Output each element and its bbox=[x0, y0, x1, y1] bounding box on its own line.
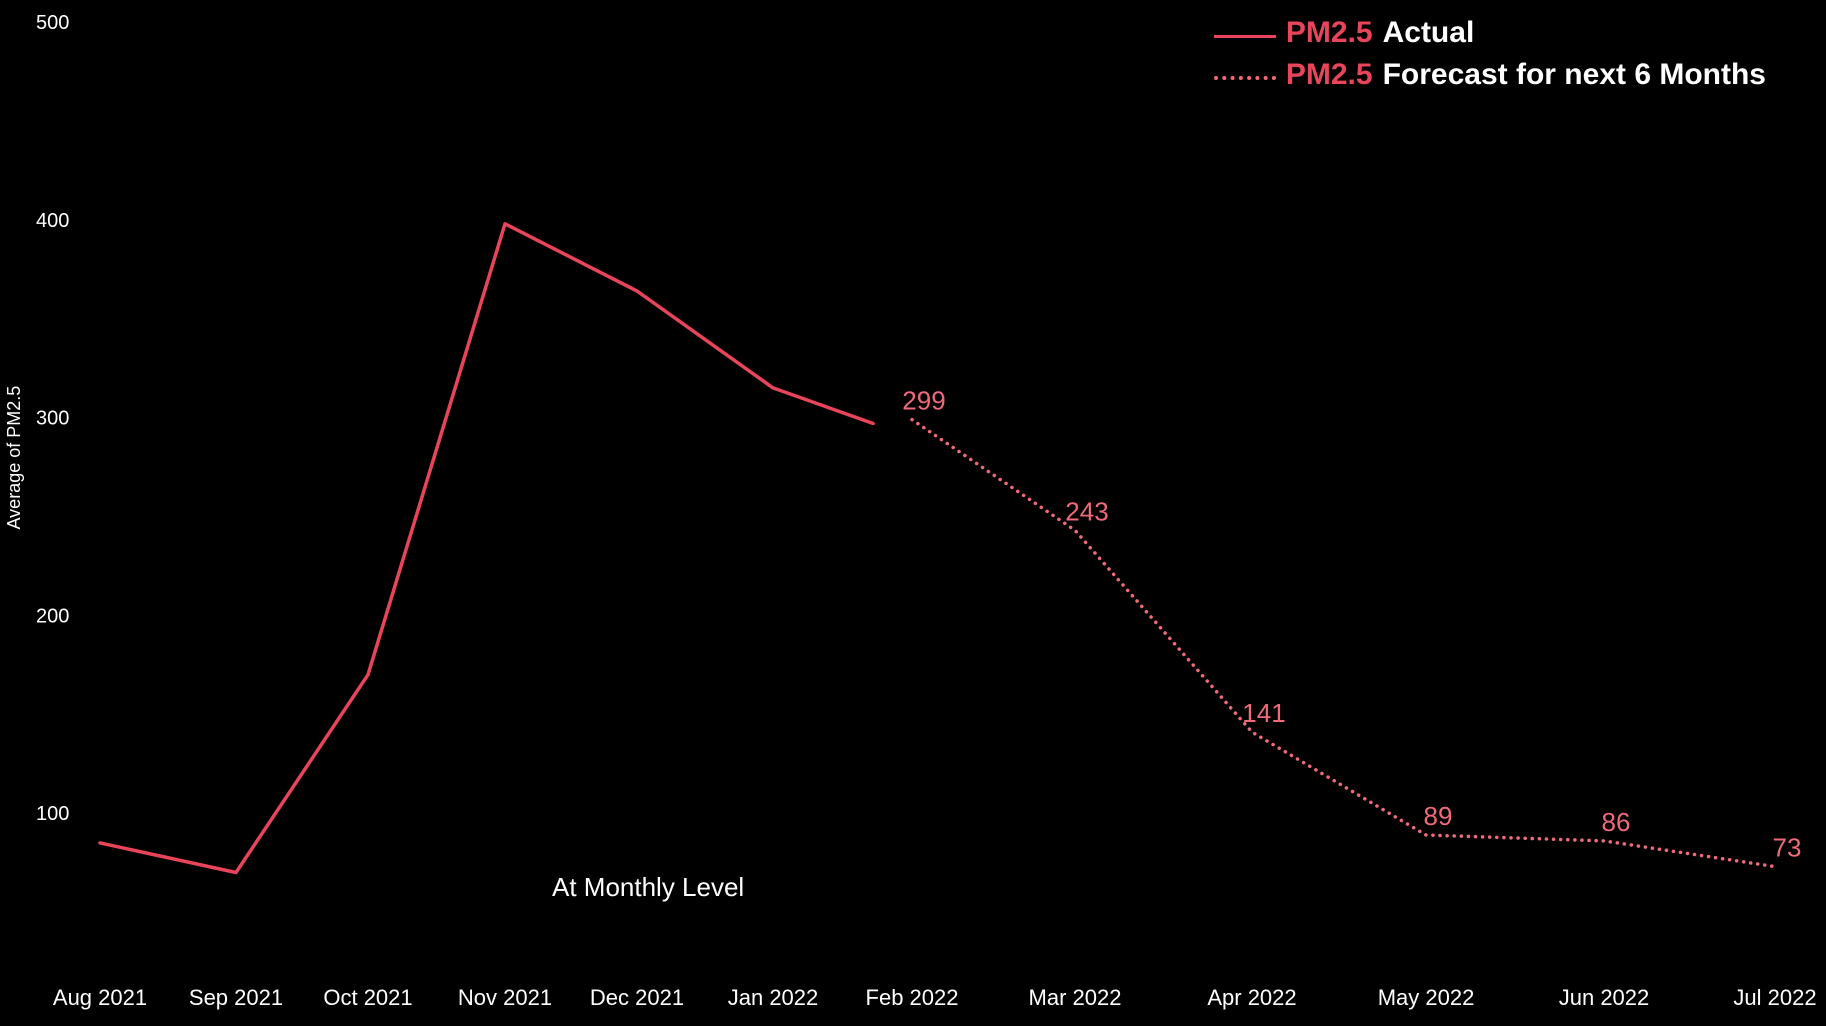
x-tick-label: Jan 2022 bbox=[728, 985, 819, 1010]
data-label: 299 bbox=[902, 386, 945, 416]
y-tick-label: 200 bbox=[36, 605, 69, 627]
x-tick-label: Jun 2022 bbox=[1559, 985, 1650, 1010]
legend-item-actual: PM2.5 Actual bbox=[1213, 12, 1766, 54]
data-label: 243 bbox=[1065, 496, 1108, 526]
legend-label-actual: Actual bbox=[1382, 16, 1475, 49]
chart-annotation: At Monthly Level bbox=[552, 872, 745, 902]
data-label: 141 bbox=[1242, 698, 1285, 728]
legend: PM2.5 Actual PM2.5 Forecast for next 6 M… bbox=[1213, 12, 1766, 96]
x-tick-label: Nov 2021 bbox=[458, 985, 552, 1010]
legend-metric: PM2.5 bbox=[1285, 58, 1373, 91]
legend-item-forecast: PM2.5 Forecast for next 6 Months bbox=[1213, 54, 1766, 96]
y-tick-label: 300 bbox=[36, 408, 69, 430]
y-tick-label: 400 bbox=[36, 210, 69, 232]
data-label: 73 bbox=[1773, 833, 1802, 863]
x-tick-label: Mar 2022 bbox=[1029, 985, 1122, 1010]
data-label: 89 bbox=[1424, 801, 1453, 831]
x-tick-label: May 2022 bbox=[1378, 985, 1475, 1010]
x-tick-label: Aug 2021 bbox=[53, 985, 147, 1010]
data-label: 86 bbox=[1602, 807, 1631, 837]
x-tick-label: Apr 2022 bbox=[1207, 985, 1296, 1010]
y-axis-label: Average of PM2.5 bbox=[4, 385, 24, 530]
series-line-actual bbox=[98, 222, 875, 875]
x-tick-label: Feb 2022 bbox=[866, 985, 959, 1010]
legend-swatch-actual bbox=[1213, 35, 1276, 38]
y-tick-label: 100 bbox=[36, 803, 69, 825]
y-tick-label: 500 bbox=[36, 12, 69, 34]
x-tick-label: Oct 2021 bbox=[323, 985, 412, 1010]
x-tick-label: Jul 2022 bbox=[1733, 985, 1816, 1010]
x-tick-label: Sep 2021 bbox=[189, 985, 283, 1010]
legend-swatch-forecast bbox=[1213, 76, 1276, 80]
legend-label-forecast: Forecast for next 6 Months bbox=[1382, 58, 1766, 91]
legend-metric: PM2.5 bbox=[1285, 16, 1373, 49]
series-line-forecast bbox=[910, 417, 1777, 869]
x-tick-label: Dec 2021 bbox=[590, 985, 684, 1010]
